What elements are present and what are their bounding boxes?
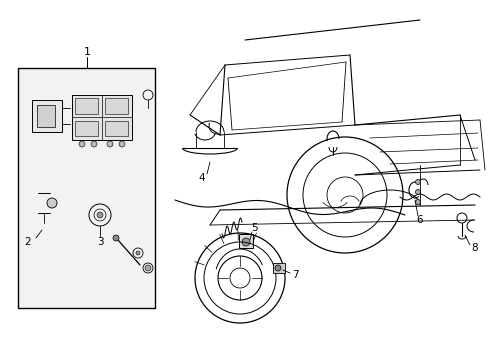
- Bar: [105, 121, 128, 136]
- Circle shape: [274, 265, 281, 271]
- Bar: [72, 95, 132, 140]
- Bar: [239, 234, 252, 248]
- Text: 8: 8: [471, 243, 477, 253]
- Bar: [105, 98, 128, 114]
- Bar: [37, 105, 55, 127]
- Circle shape: [136, 251, 140, 255]
- Circle shape: [107, 141, 113, 147]
- Text: 4: 4: [198, 173, 205, 183]
- Circle shape: [415, 199, 420, 204]
- Bar: [75, 121, 98, 136]
- Circle shape: [119, 141, 125, 147]
- Bar: [18, 68, 155, 308]
- Text: 7: 7: [291, 270, 298, 280]
- Circle shape: [91, 141, 97, 147]
- Circle shape: [242, 238, 249, 246]
- Text: 3: 3: [97, 237, 103, 247]
- Circle shape: [47, 198, 57, 208]
- Circle shape: [145, 265, 151, 271]
- Text: 1: 1: [83, 47, 90, 57]
- Text: 5: 5: [251, 223, 258, 233]
- Bar: [32, 100, 62, 132]
- Text: 2: 2: [24, 237, 31, 247]
- Circle shape: [415, 189, 420, 194]
- Bar: [272, 263, 285, 273]
- Circle shape: [113, 235, 119, 241]
- Circle shape: [415, 180, 420, 185]
- Bar: [75, 98, 98, 114]
- Circle shape: [97, 212, 103, 218]
- Text: 6: 6: [416, 215, 423, 225]
- Circle shape: [79, 141, 85, 147]
